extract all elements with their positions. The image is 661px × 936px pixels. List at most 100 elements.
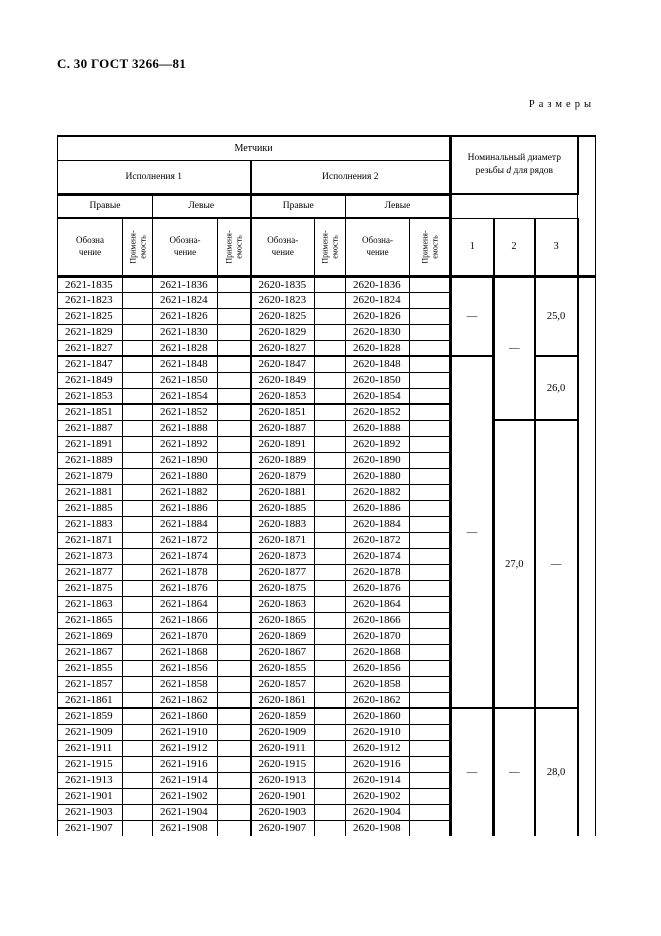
table-row: 2621-1859 2621-1860 2620-1859 2620-1860— —28… (57, 707, 596, 837)
designation-cell: 2620-1826 (345, 307, 410, 325)
applicability-cell (314, 547, 346, 565)
designation-cell: 2620-1869 (250, 627, 315, 645)
applicability-cell (122, 403, 153, 421)
applicability-cell (217, 723, 252, 741)
designation-cell: 2621-1829 (57, 323, 123, 341)
designation-cell: 2621-1915 (57, 755, 123, 773)
designation-cell: 2620-1847 (250, 355, 315, 373)
designation-cell: 2621-1849 (57, 371, 123, 389)
applicability-cell (314, 787, 346, 805)
applicability-cell (314, 467, 346, 485)
designation-cell: 2620-1856 (345, 659, 410, 677)
applicability-cell (217, 499, 252, 517)
designation-cell: 2620-1888 (345, 419, 410, 437)
header-ispolneniya-2: Исполнения 2 (249, 159, 453, 196)
designation-cell: 2620-1836 (345, 275, 410, 293)
designation-cell: 2621-1903 (57, 803, 123, 821)
diameter-cell: — (493, 275, 536, 421)
applicability-cell (314, 371, 346, 389)
applicability-cell (314, 403, 346, 421)
applicability-cell (314, 323, 346, 341)
applicability-cell (314, 771, 346, 789)
applicability-cell (217, 675, 252, 693)
applicability-cell (314, 563, 346, 581)
applicability-cell (217, 451, 252, 469)
applicability-cell (408, 723, 453, 741)
designation-cell: 2621-1859 (57, 707, 123, 725)
designation-cell: 2621-1880 (152, 467, 218, 485)
designation-cell: 2620-1910 (345, 723, 410, 741)
applicability-cell (408, 659, 453, 677)
designation-cell: 2621-1889 (57, 451, 123, 469)
header-metchiki: Метчики (56, 135, 453, 161)
designation-cell: 2621-1913 (57, 771, 123, 789)
applicability-cell (122, 435, 153, 453)
nominal-d-symbol: d (506, 166, 512, 176)
designation-cell: 2621-1863 (57, 595, 123, 613)
applicability-cell (122, 643, 153, 661)
applicability-cell (314, 611, 346, 629)
applicability-cell (217, 387, 252, 405)
table-row: 2621-1887 2621-1888 2620-1887 2620-1888 27,0… (57, 419, 596, 709)
rotated-primenyaemost-label: Применя- емость (224, 230, 243, 264)
designation-cell: 2620-1861 (250, 691, 315, 709)
designation-cell: 2621-1914 (152, 771, 218, 789)
designation-cell: 2620-1874 (345, 547, 410, 565)
applicability-cell (408, 339, 453, 357)
applicability-cell (217, 435, 252, 453)
designation-cell: 2621-1892 (152, 435, 218, 453)
designation-cell: 2621-1871 (57, 531, 123, 549)
nominal-text-suffix: для рядов (511, 166, 554, 176)
header-series-3: 3 (534, 217, 579, 278)
designation-cell: 2621-1828 (152, 339, 218, 357)
designation-cell: 2621-1852 (152, 403, 218, 421)
applicability-cell (217, 339, 252, 357)
applicability-cell (122, 483, 153, 501)
designation-cell: 2620-1903 (250, 803, 315, 821)
designation-cell: 2621-1891 (57, 435, 123, 453)
designation-cell: 2621-1885 (57, 499, 123, 517)
designation-cell: 2620-1852 (345, 403, 410, 421)
header-oboznachenie-1: Обозна чение (57, 217, 123, 278)
designation-cell: 2620-1890 (345, 451, 410, 469)
table-right-margin-column (577, 135, 597, 278)
designation-cell: 2621-1864 (152, 595, 218, 613)
applicability-cell (122, 595, 153, 613)
designation-cell: 2621-1916 (152, 755, 218, 773)
designation-cell: 2621-1884 (152, 515, 218, 533)
applicability-cell (314, 723, 346, 741)
table-row: 2621-1889 2621-1890 2620-1889 2620-1890 (57, 451, 596, 469)
applicability-cell (408, 499, 453, 517)
applicability-cell (217, 611, 252, 629)
table-row: 2621-1903 2621-1904 2620-1903 2620-1904 (57, 803, 596, 821)
designation-cell: 2621-1848 (152, 355, 218, 373)
applicability-cell (217, 531, 252, 549)
applicability-cell (217, 659, 252, 677)
designation-cell: 2620-1873 (250, 547, 315, 565)
designation-cell: 2620-1875 (250, 579, 315, 597)
designation-cell: 2620-1880 (345, 467, 410, 485)
designation-cell: 2621-1872 (152, 531, 218, 549)
table-row: 2621-1827 2621-1828 2620-1827 2620-1828 (57, 339, 596, 357)
applicability-cell (314, 643, 346, 661)
applicability-cell (122, 819, 153, 837)
diameter-cell: 26,0 (534, 355, 579, 421)
designation-cell: 2620-1867 (250, 643, 315, 661)
designation-cell: 2620-1914 (345, 771, 410, 789)
table-row: 2621-1849 2621-1850 2620-1849 2620-1850 (57, 371, 596, 389)
applicability-cell (408, 371, 453, 389)
applicability-cell (122, 659, 153, 677)
applicability-cell (408, 355, 453, 373)
designation-cell: 2620-1854 (345, 387, 410, 405)
diameter-cell: — (450, 355, 496, 709)
header-row-metchiki: Метчики Номинальный диаметр резьбы d для… (56, 135, 597, 278)
applicability-cell (408, 819, 453, 837)
designation-cell: 2621-1826 (152, 307, 218, 325)
designation-cell: 2620-1901 (250, 787, 315, 805)
applicability-cell (408, 787, 453, 805)
designation-cell: 2621-1830 (152, 323, 218, 341)
designation-cell: 2620-1859 (250, 707, 315, 725)
table-row: 2621-1867 2621-1868 2620-1867 2620-1868 (57, 643, 596, 661)
applicability-cell (217, 595, 252, 613)
designation-cell: 2620-1886 (345, 499, 410, 517)
